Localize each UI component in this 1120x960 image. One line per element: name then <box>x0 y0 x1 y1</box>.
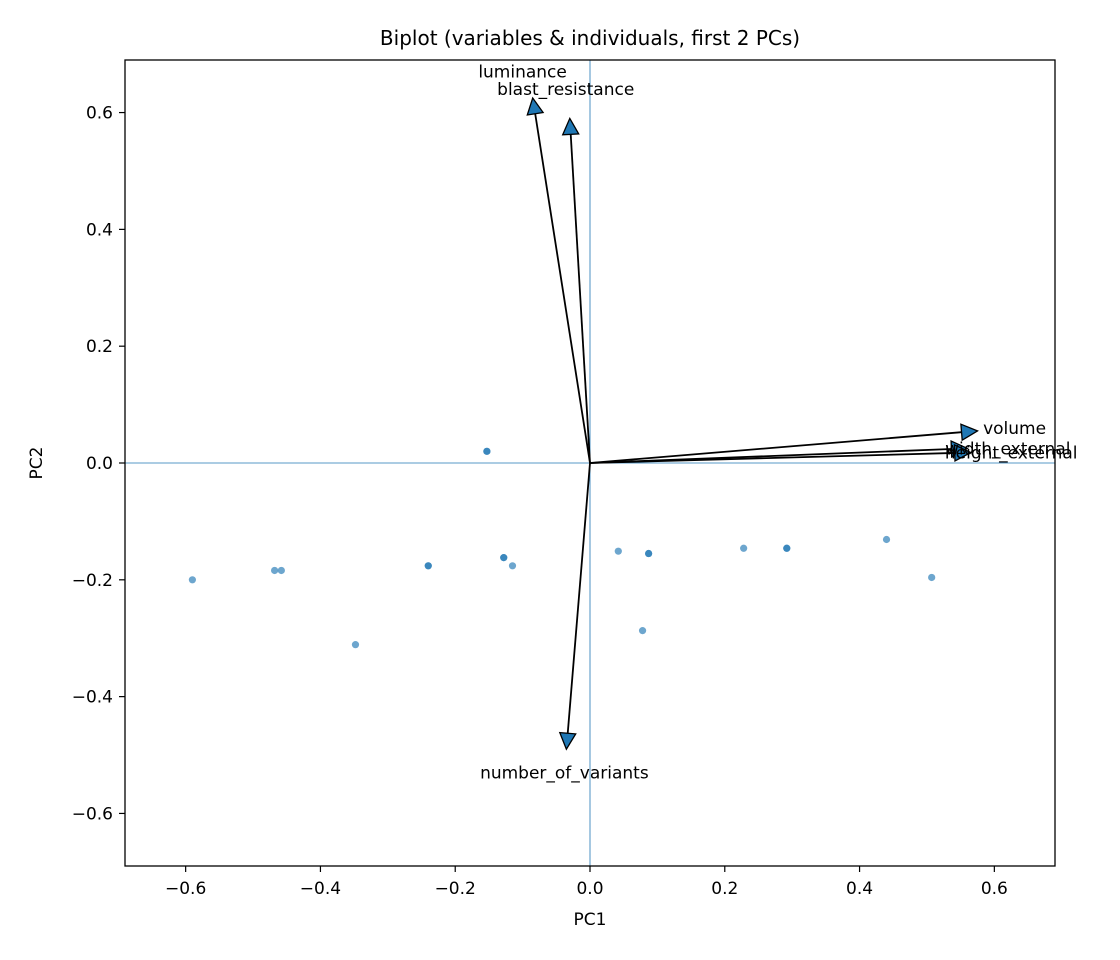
x-axis-title: PC1 <box>574 910 607 930</box>
y-tick-label: −0.2 <box>72 571 113 591</box>
y-tick-label: 0.6 <box>86 104 113 124</box>
loading-arrow-head <box>561 116 580 136</box>
loading-arrow-head <box>558 731 577 751</box>
y-axis-title: PC2 <box>27 447 47 480</box>
y-tick-label: 0.4 <box>86 220 113 240</box>
loading-label: volume <box>983 419 1046 439</box>
individual-point <box>351 641 360 649</box>
x-axis: −0.6 −0.4 −0.2 0.0 0.2 0.4 0.6 <box>165 866 1008 899</box>
x-tick-label: −0.4 <box>300 879 341 899</box>
loading-arrow-line <box>534 113 591 464</box>
y-tick-label: 0.0 <box>86 454 113 474</box>
x-tick-label: 0.6 <box>981 879 1008 899</box>
y-tick-label: 0.2 <box>86 337 113 357</box>
individual-point <box>508 562 517 570</box>
loading-arrow-line <box>589 431 962 464</box>
loading-label: luminance <box>478 63 567 83</box>
individual-point <box>638 627 647 635</box>
loading-label: width_external <box>945 439 1070 459</box>
individual-point <box>882 535 891 544</box>
individual-point <box>188 576 196 584</box>
individual-point <box>783 544 791 552</box>
loading-label: number_of_variants <box>480 764 649 784</box>
loading-labels: luminanceblast_resistancevolumewidth_ext… <box>478 63 1077 784</box>
loading-arrow-line <box>589 452 955 464</box>
individual-point <box>483 447 491 455</box>
individual-point <box>424 562 432 570</box>
loading-label: height_external <box>945 443 1078 463</box>
chart-title: Biplot (variables & individuals, first 2… <box>380 26 800 50</box>
individual-point <box>645 549 653 558</box>
individual-point <box>500 554 508 562</box>
x-tick-label: 0.4 <box>846 879 873 899</box>
y-tick-label: −0.6 <box>72 804 113 824</box>
individual-point <box>271 566 279 575</box>
individual-point <box>614 547 622 555</box>
x-tick-label: −0.2 <box>435 879 476 899</box>
loading-label: blast_resistance <box>497 80 634 100</box>
x-tick-label: 0.2 <box>711 879 738 899</box>
x-tick-label: 0.0 <box>576 879 603 899</box>
loading-arrow-head <box>960 423 979 442</box>
individual-point <box>928 573 936 582</box>
y-tick-label: −0.4 <box>72 688 113 708</box>
individual-point <box>277 566 285 575</box>
plot-area <box>125 60 1055 866</box>
loading-arrow-head <box>953 443 973 462</box>
y-axis: −0.6 −0.4 −0.2 0.0 0.2 0.4 0.6 <box>72 104 125 824</box>
loading-arrow-line <box>566 462 591 734</box>
loading-arrow-head <box>526 96 545 116</box>
individual-point <box>740 544 748 552</box>
loading-arrow-line <box>569 134 591 464</box>
x-tick-label: −0.6 <box>165 879 206 899</box>
